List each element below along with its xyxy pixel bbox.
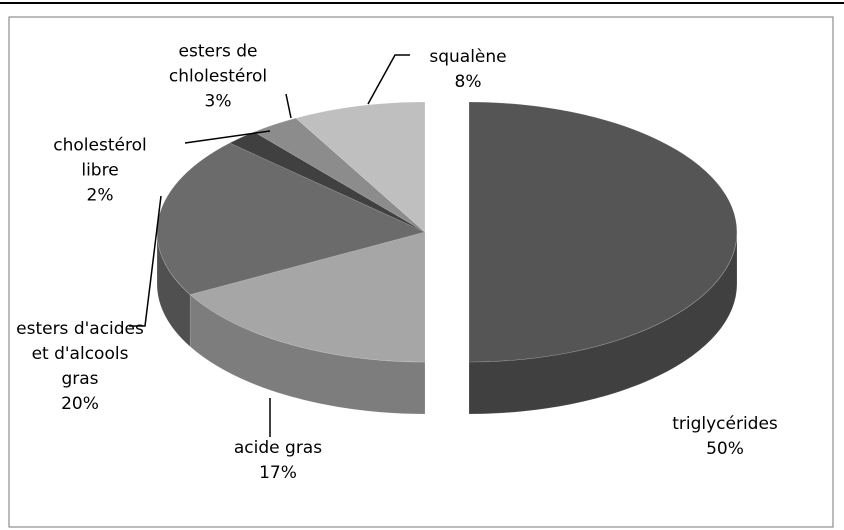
data-label: esters d'acides et d'alcools gras 20% xyxy=(15,317,145,417)
category-label: triglycérides xyxy=(672,414,778,434)
category-label: esters d'acides et d'alcools gras xyxy=(16,319,144,389)
value-label: 3% xyxy=(204,91,232,112)
value-label: 17% xyxy=(259,463,297,483)
leader-line xyxy=(285,93,292,119)
value-label: 2% xyxy=(86,185,114,206)
category-label: squalène xyxy=(429,47,507,67)
leader-line xyxy=(367,54,410,105)
value-label: 20% xyxy=(61,394,99,414)
data-label: acide gras 17% xyxy=(203,436,353,486)
leader-line xyxy=(129,195,162,327)
value-label: 8% xyxy=(454,72,482,92)
data-label: squalène 8% xyxy=(412,45,524,95)
slice-top xyxy=(253,117,426,233)
slice-top xyxy=(228,131,426,233)
leader-line xyxy=(184,130,271,144)
data-label: esters de chlolestérol 3% xyxy=(157,40,279,115)
data-label: triglycérides 50% xyxy=(635,412,815,462)
slice-top xyxy=(295,101,426,233)
data-label: cholestérol libre 2% xyxy=(44,134,156,209)
pie xyxy=(156,101,738,415)
slice-top xyxy=(468,101,738,363)
category-label: acide gras xyxy=(233,438,323,458)
chart-frame xyxy=(8,16,834,528)
slice-top xyxy=(189,231,426,363)
value-label: 50% xyxy=(706,439,744,459)
category-label: esters de chlolestérol xyxy=(168,41,268,87)
category-label: cholestérol libre xyxy=(53,135,147,181)
slice-side xyxy=(468,231,738,415)
leader-lines xyxy=(129,54,410,437)
